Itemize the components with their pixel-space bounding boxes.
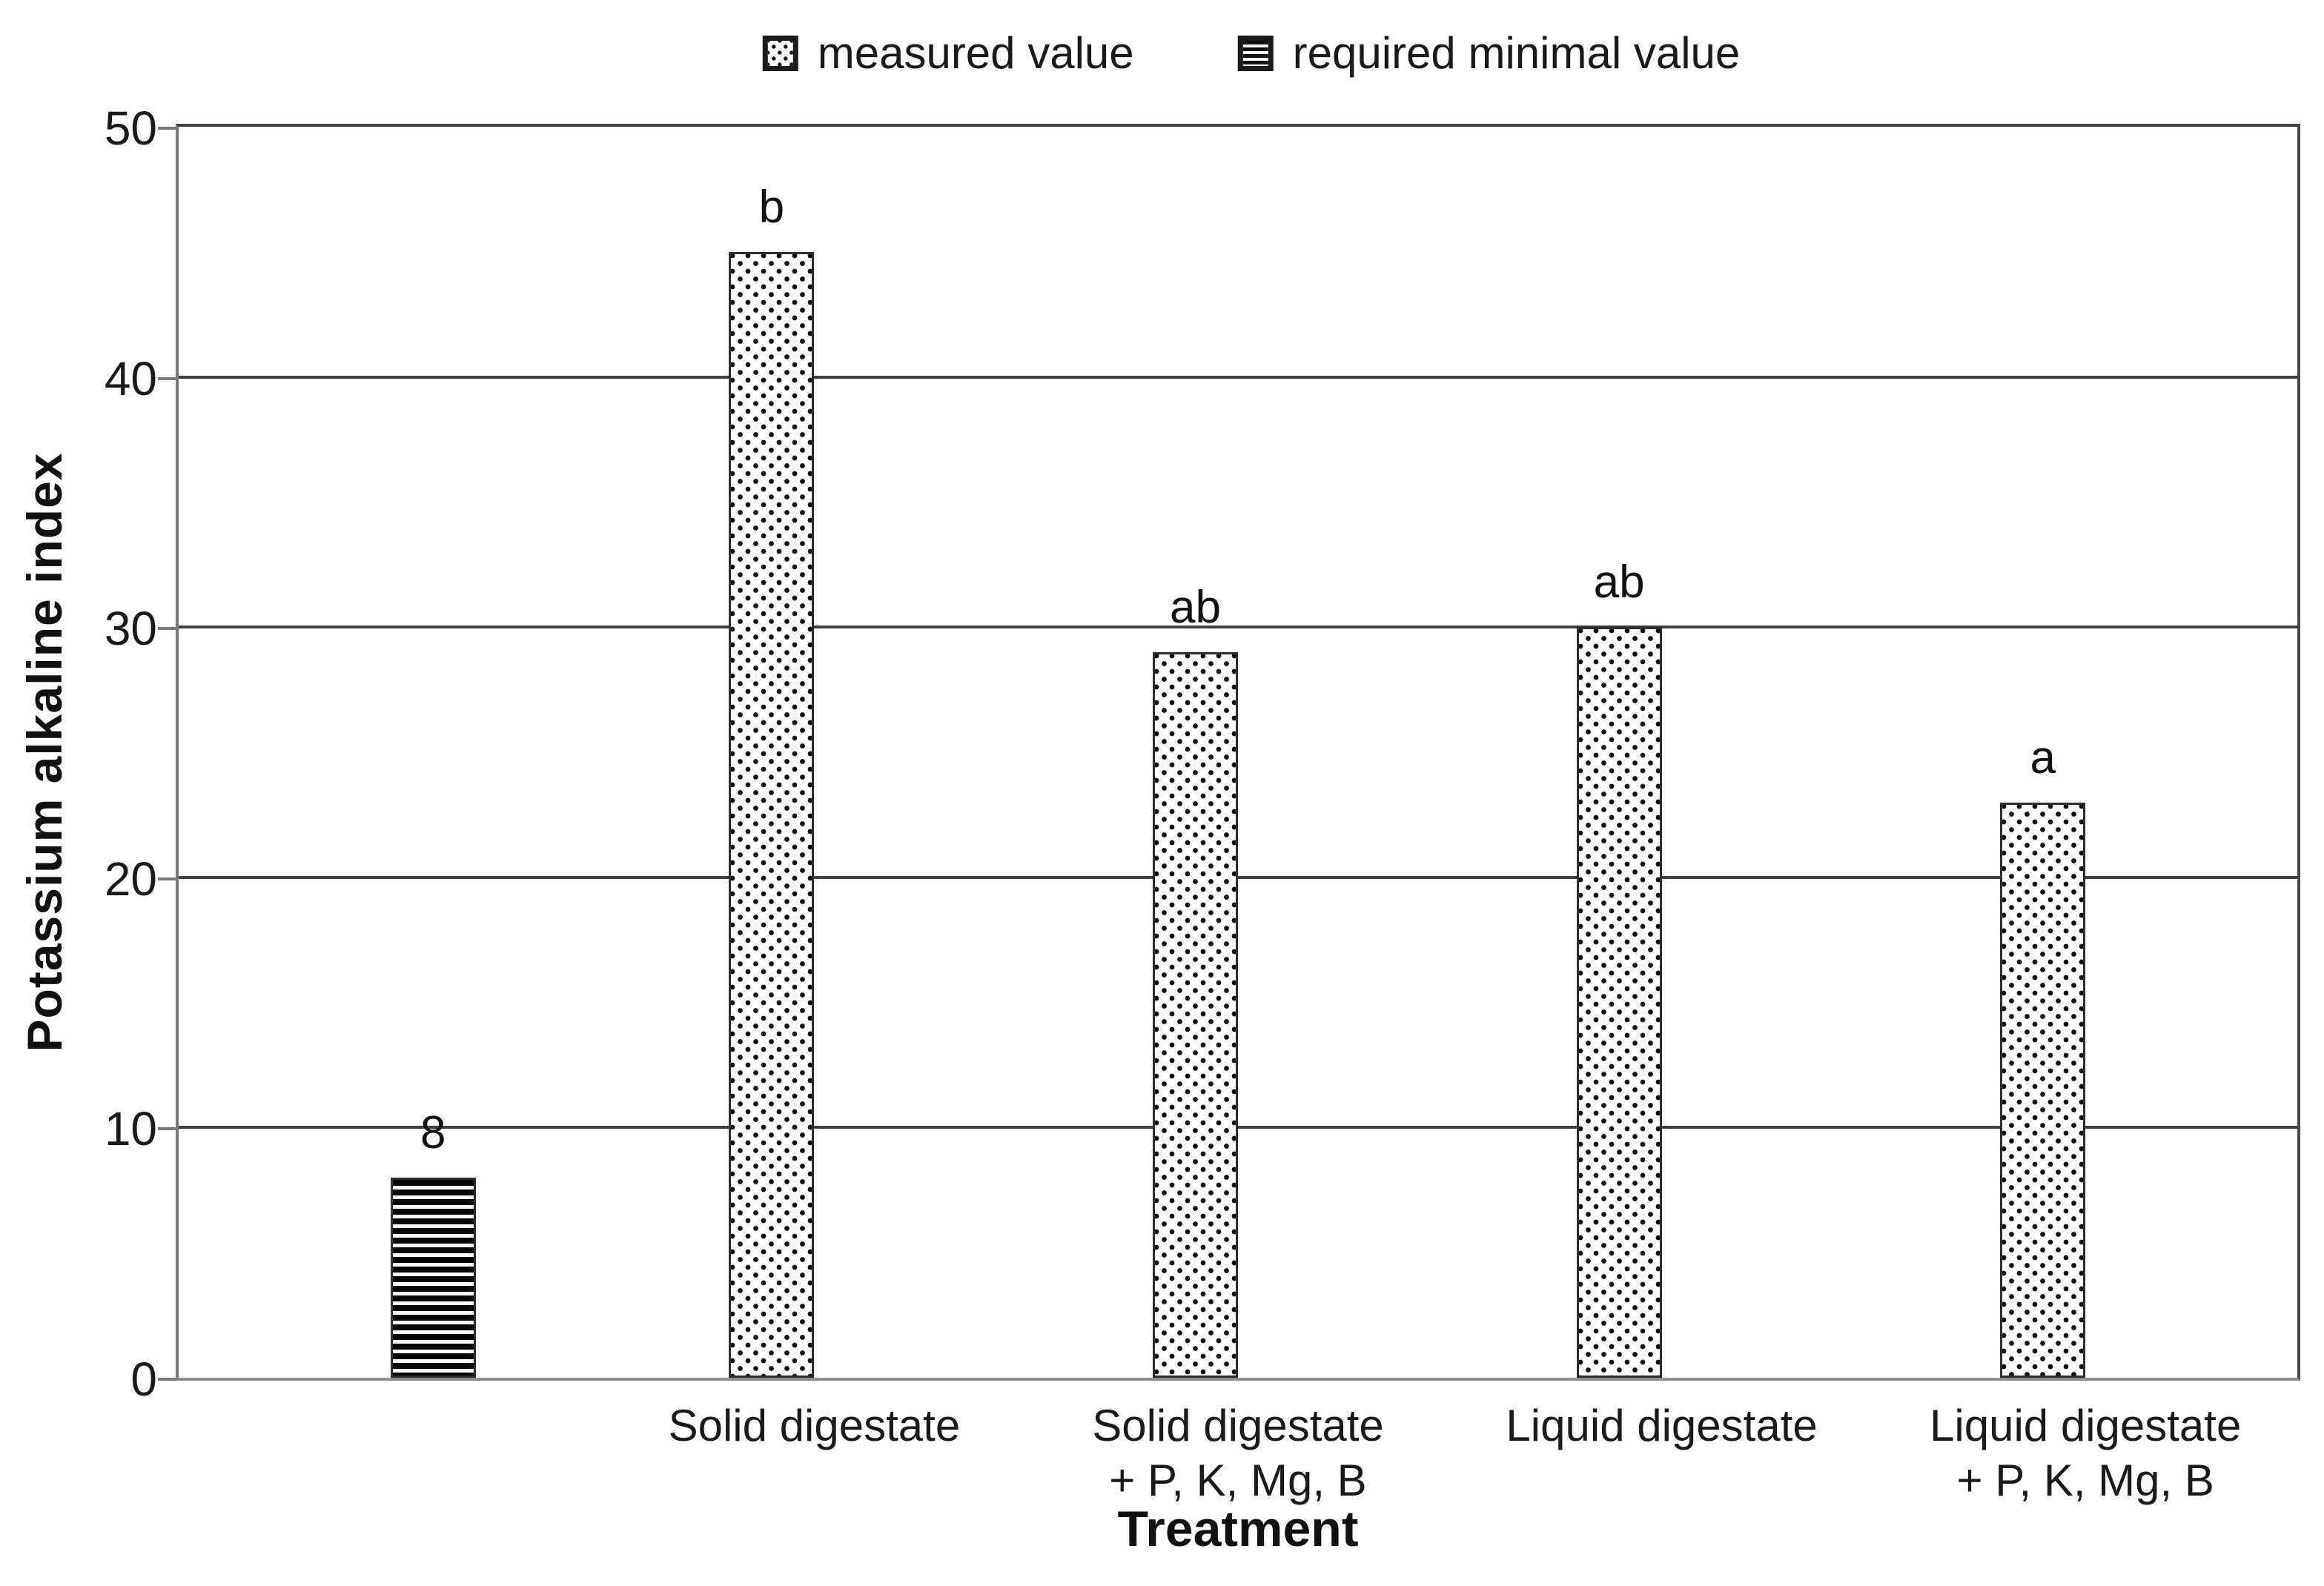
- y-axis-title: Potassium alkaline index: [17, 452, 72, 1052]
- x-category-label-line: Solid digestate: [1092, 1401, 1384, 1450]
- y-tick-mark: [158, 627, 176, 631]
- bar-value-label: a: [2030, 731, 2056, 783]
- bar-dots-cat3: [1576, 627, 1662, 1378]
- plot-area: [176, 124, 2300, 1381]
- y-tick-label: 30: [104, 602, 157, 656]
- y-tick-label: 0: [130, 1353, 157, 1406]
- gridline: [179, 375, 2297, 379]
- x-category-label-line: Liquid digestate: [1930, 1401, 2242, 1450]
- bar-dots-cat4: [2000, 802, 2086, 1378]
- x-category-label-line: Solid digestate: [668, 1401, 961, 1450]
- legend-label-measured: measured value: [817, 28, 1134, 78]
- x-category-label: Liquid digestate: [1440, 1398, 1884, 1453]
- x-category-label-line: + P, K, Mg, B: [1956, 1456, 2214, 1505]
- bar-hlines-cat0: [390, 1177, 476, 1378]
- y-tick-mark: [158, 376, 176, 380]
- x-category-label: Solid digestate + P, K, Mg, B: [1016, 1398, 1460, 1508]
- bar-value-label: b: [758, 181, 785, 233]
- legend-item-measured: measured value: [762, 28, 1134, 78]
- y-tick-mark: [158, 877, 176, 880]
- y-tick-label: 40: [104, 351, 157, 405]
- bar-dots-cat2: [1153, 651, 1238, 1378]
- y-tick-label: 10: [104, 1102, 157, 1156]
- y-tick-mark: [158, 127, 176, 130]
- bar-value-label: 8: [420, 1106, 446, 1158]
- y-tick-mark: [158, 1378, 176, 1381]
- gridline: [179, 626, 2297, 629]
- x-axis-title: Treatment: [1117, 1501, 1359, 1557]
- legend: measured value required minimal value: [762, 28, 1741, 78]
- bar-dots-cat1: [729, 251, 815, 1378]
- legend-item-required: required minimal value: [1237, 28, 1741, 78]
- x-category-label: Solid digestate: [592, 1398, 1036, 1453]
- gridline: [179, 1126, 2297, 1129]
- y-tick-label: 20: [104, 852, 157, 906]
- gridline: [179, 875, 2297, 879]
- x-category-label-line: + P, K, Mg, B: [1109, 1456, 1367, 1505]
- legend-label-required: required minimal value: [1292, 28, 1741, 78]
- striped-pattern-swatch-icon: [1237, 36, 1274, 71]
- x-category-label-line: Liquid digestate: [1506, 1401, 1818, 1450]
- bar-value-label: ab: [1593, 557, 1645, 608]
- y-tick-label: 50: [104, 102, 157, 155]
- bar-value-label: ab: [1170, 581, 1221, 633]
- y-tick-mark: [158, 1127, 176, 1131]
- dotted-pattern-swatch-icon: [762, 36, 798, 71]
- x-category-label: Liquid digestate + P, K, Mg, B: [1863, 1398, 2308, 1508]
